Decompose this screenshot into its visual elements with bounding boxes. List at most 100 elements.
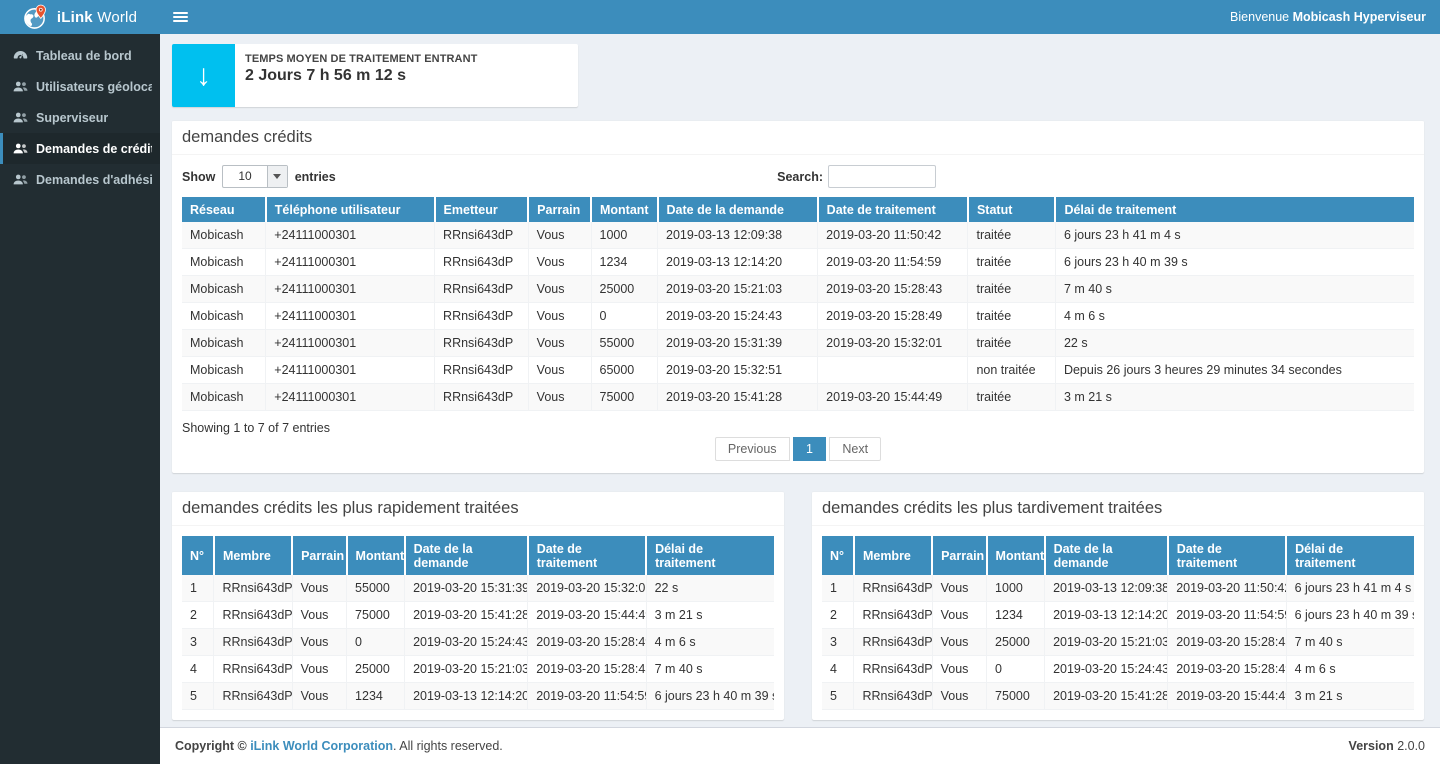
content-area: ↓ TEMPS MOYEN DE TRAITEMENT ENTRANT 2 Jo… [160, 34, 1440, 764]
table-row: Mobicash +24111000301 RRnsi643dP Vous 55000 2… [182, 329, 1414, 357]
column-header[interactable]: Montant [591, 197, 659, 222]
company-link[interactable]: iLink World Corporation [250, 739, 394, 753]
sidebar-item-tableau-de-bord[interactable]: Tableau de bord [0, 40, 160, 71]
table-cell: Mobicash [182, 329, 267, 357]
table-cell: 2019-03-20 15:21:03 [404, 655, 529, 683]
table-cell: 2019-03-13 12:14:20 [404, 682, 529, 710]
table-cell: 2019-03-13 12:14:20 [657, 248, 819, 276]
table-cell: traitée [967, 248, 1056, 276]
search-control: Search: [777, 165, 1414, 188]
table-cell: +24111000301 [265, 302, 436, 330]
table-cell: 3 m 21 s [1055, 383, 1414, 411]
table-row: 5 RRnsi643dP Vous 1234 2019-03-13 12:14:20 20… [182, 682, 774, 710]
version-text: Version 2.0.0 [1348, 739, 1425, 753]
table-cell: 6 jours 23 h 40 m 39 s [1055, 248, 1414, 276]
panel-title: demandes crédits [172, 121, 1424, 155]
table-row: 1 RRnsi643dP Vous 55000 2019-03-20 15:31:39 2… [182, 575, 774, 602]
table-cell: 7 m 40 s [1055, 275, 1414, 303]
brand-logo[interactable]: iLink World [0, 0, 160, 34]
sidebar-item-utilisateurs-geolocalises[interactable]: Utilisateurs géolocalisés [0, 71, 160, 102]
table-cell [817, 356, 969, 384]
column-header[interactable]: Date de traitement [817, 197, 969, 222]
panel-rapidement-traitees: demandes crédits les plus rapidement tra… [172, 491, 784, 720]
table-cell: 0 [986, 655, 1046, 683]
table-cell: Vous [932, 628, 988, 656]
table-cell: 4 m 6 s [1286, 655, 1414, 683]
table-cell: 22 s [646, 575, 774, 602]
table-row: Mobicash +24111000301 RRnsi643dP Vous 25000 2… [182, 275, 1414, 303]
table-cell: 2019-03-20 15:32:51 [657, 356, 819, 384]
stat-card-temps-moyen: ↓ TEMPS MOYEN DE TRAITEMENT ENTRANT 2 Jo… [172, 44, 578, 107]
table-cell: +24111000301 [265, 222, 436, 249]
table-cell: 2019-03-20 15:31:39 [657, 329, 819, 357]
users-icon [13, 112, 28, 123]
top-navbar: iLink World Bienvenue Mobicash Hypervise… [0, 0, 1440, 34]
table-cell: 6 jours 23 h 40 m 39 s [1286, 601, 1414, 629]
navbar: Bienvenue Mobicash Hyperviseur [160, 0, 1440, 34]
table-cell: 2 [822, 601, 855, 629]
column-header[interactable]: Date de la demande [657, 197, 819, 222]
column-header[interactable]: Parrain [528, 197, 592, 222]
table-cell: 55000 [346, 575, 406, 602]
panel-title: demandes crédits les plus tardivement tr… [812, 492, 1424, 526]
table-cell: 1000 [591, 222, 659, 249]
table-row: Mobicash +24111000301 RRnsi643dP Vous 1234 20… [182, 248, 1414, 276]
sidebar-item-superviseur[interactable]: Superviseur [0, 102, 160, 133]
column-header[interactable]: Statut [967, 197, 1057, 222]
table-row: 2 RRnsi643dP Vous 1234 2019-03-13 12:14:20 20… [822, 601, 1414, 629]
table-cell: 2019-03-20 15:32:01 [527, 575, 647, 602]
table-cell: 75000 [591, 383, 659, 411]
column-header: Délai de traitement [646, 536, 774, 575]
table-cell: RRnsi643dP [213, 628, 293, 656]
dashboard-icon [13, 51, 28, 59]
table-cell: Vous [528, 275, 592, 303]
table-cell: Mobicash [182, 275, 267, 303]
pagination-previous-button[interactable]: Previous [714, 437, 790, 461]
table-cell: traitée [967, 329, 1056, 357]
table-cell: 65000 [591, 356, 659, 384]
column-header[interactable]: Téléphone utilisateur [265, 197, 436, 222]
table-cell: 1234 [591, 248, 659, 276]
table-cell: 2019-03-20 11:50:42 [1167, 575, 1287, 602]
table-cell: 1234 [346, 682, 406, 710]
sidebar-toggle-button[interactable] [160, 0, 200, 34]
search-input[interactable] [828, 165, 936, 188]
entries-label: entries [294, 169, 336, 184]
table-cell: RRnsi643dP [853, 575, 933, 602]
table-cell: 2019-03-20 15:28:43 [1167, 628, 1287, 656]
table-row: 1 RRnsi643dP Vous 1000 2019-03-13 12:09:38 20… [822, 575, 1414, 602]
table-cell: 4 [822, 655, 855, 683]
table-cell: +24111000301 [265, 248, 436, 276]
column-header: Date de la demande [404, 536, 529, 575]
table-cell: RRnsi643dP [434, 383, 529, 411]
table-cell: 22 s [1055, 329, 1414, 357]
column-header: Délai de traitement [1286, 536, 1414, 575]
column-header: Montant [346, 536, 406, 575]
column-header[interactable]: Réseau [182, 197, 267, 222]
column-header[interactable]: Emetteur [434, 197, 530, 222]
sidebar-item-demandes-adhesion[interactable]: Demandes d'adhésion [0, 164, 160, 195]
table-cell: 6 jours 23 h 40 m 39 s [646, 682, 774, 710]
page-footer: Copyright © iLink World Corporation. All… [160, 727, 1440, 764]
table-row: 4 RRnsi643dP Vous 25000 2019-03-20 15:21:03 2… [182, 655, 774, 683]
table-cell: 6 jours 23 h 41 m 4 s [1055, 222, 1414, 249]
page-length-select[interactable]: 10 [222, 165, 288, 188]
table-cell: Vous [932, 601, 988, 629]
arrow-down-icon: ↓ [172, 44, 235, 107]
table-cell: 6 jours 23 h 41 m 4 s [1286, 575, 1414, 602]
stat-card-value: 2 Jours 7 h 56 m 12 s [245, 67, 406, 84]
table-row: 5 RRnsi643dP Vous 75000 2019-03-20 15:41:28 2… [822, 682, 1414, 710]
sidebar-item-demandes-de-credits[interactable]: Demandes de crédits [0, 133, 160, 164]
table-row: Mobicash +24111000301 RRnsi643dP Vous 0 2019-… [182, 302, 1414, 330]
pagination-page-1-button[interactable]: 1 [792, 437, 826, 461]
table-cell: 2019-03-20 15:24:43 [657, 302, 819, 330]
show-label: Show [182, 169, 216, 184]
table-cell: 1 [822, 575, 855, 602]
sidebar-item-label: Demandes de crédits [36, 141, 152, 156]
pagination-next-button[interactable]: Next [829, 437, 882, 461]
column-header[interactable]: Délai de traitement [1055, 197, 1414, 222]
table-cell: 2019-03-20 15:21:03 [657, 275, 819, 303]
column-header: Date de traitement [527, 536, 648, 575]
table-cell: RRnsi643dP [853, 655, 933, 683]
table-cell: 2019-03-20 15:44:49 [817, 383, 969, 411]
